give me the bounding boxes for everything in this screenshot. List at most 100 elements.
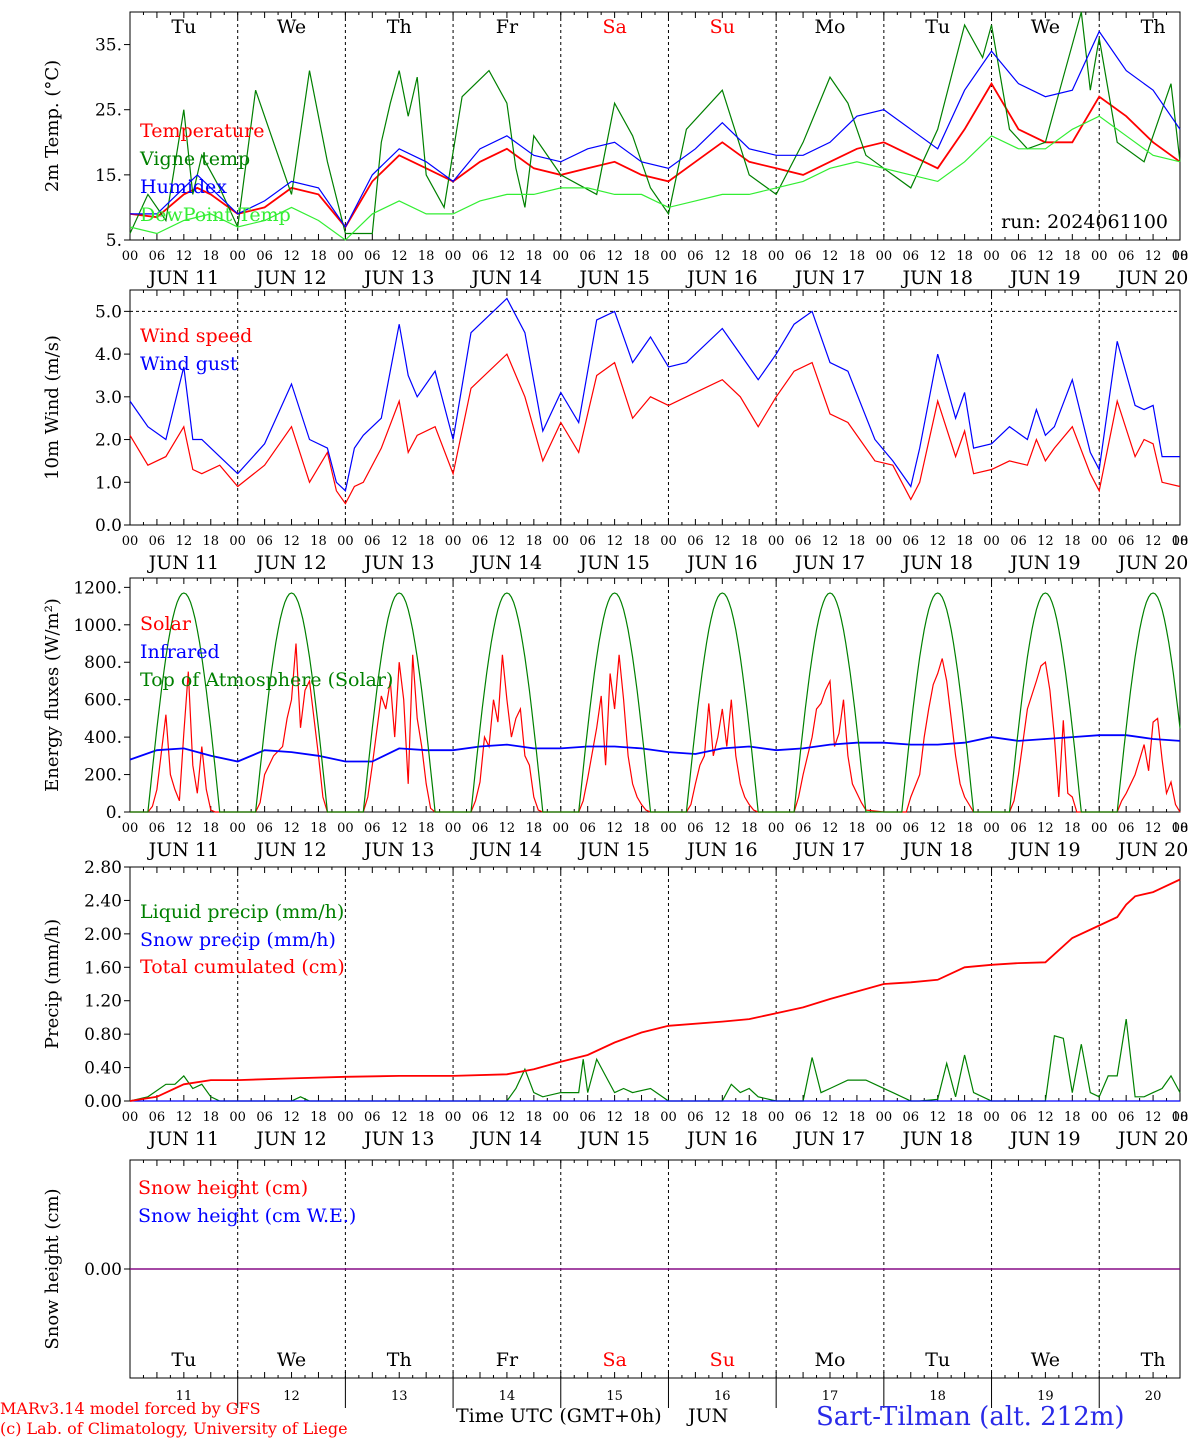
hour-tick-label: 06 [1118,534,1135,549]
day-number-label: 19 [1037,1389,1054,1404]
day-number-label: 12 [283,1389,300,1404]
hour-tick-label: 12 [822,249,839,264]
hour-tick-label: 18 [310,821,327,836]
date-label: JUN 17 [793,839,865,861]
hour-tick-label: 18 [633,1110,650,1125]
hour-tick-label: 00 [983,1110,1000,1125]
hour-tick-label: 00 [660,821,677,836]
hour-tick-label: 06 [472,1110,489,1125]
y-tick-label: 2.00 [84,925,122,945]
legend-entry: Snow height (cm) [138,1177,308,1199]
hour-tick-label: 06 [687,821,704,836]
hour-tick-label: 06 [472,249,489,264]
hour-tick-label: 12 [1145,1110,1162,1125]
y-tick-label: 1200. [73,578,122,598]
hour-tick-label: 12 [176,821,193,836]
hour-tick-label: 12 [714,821,731,836]
date-label: JUN 14 [470,267,542,289]
y-tick-label: 35. [95,36,122,56]
hour-tick-label: 00 [552,534,569,549]
legend-entry: Temperature [140,120,264,142]
hour-tick-label: 00 [1091,821,1108,836]
series-line-solar [130,643,1181,813]
hour-tick-label: 18 [633,249,650,264]
hour-tick-label: 00 [337,1110,354,1125]
weekday-label: Th [1141,16,1166,38]
hour-tick-label: 06 [364,1110,381,1125]
hour-tick-label: 06 [795,821,812,836]
weekday-label: Sa [602,1349,626,1371]
hour-tick-label: 00 [1172,1110,1189,1125]
hour-tick-label: 12 [391,534,408,549]
hour-tick-label: 12 [929,534,946,549]
hour-tick-label: 12 [606,821,623,836]
date-label: JUN 20 [1116,267,1188,289]
hour-tick-label: 18 [202,821,219,836]
hour-tick-label: 12 [499,534,516,549]
time-axis-label: Time UTC (GMT+0h) [456,1405,662,1427]
y-tick-label: 200. [84,766,122,786]
weekday-label: Mo [815,16,846,38]
legend-entry: Liquid precip (mm/h) [140,901,344,923]
hour-tick-label: 06 [1010,1110,1027,1125]
date-label: JUN 12 [254,839,326,861]
series-line-total-cumulated-cm- [129,878,1181,1102]
y-tick-label: 5.0 [95,302,122,322]
hour-tick-label: 18 [1172,534,1189,549]
hour-tick-label: 12 [606,534,623,549]
legend-entry: Infrared [140,641,220,663]
hour-tick-label: 00 [1091,249,1108,264]
weekday-label: Tu [925,16,950,38]
date-label: JUN 18 [900,267,972,289]
hour-tick-label: 00 [876,821,893,836]
y-tick-label: 0. [106,803,122,823]
date-label: JUN 20 [1116,839,1188,861]
hour-tick-label: 06 [1118,249,1135,264]
hour-tick-label: 12 [929,249,946,264]
hour-tick-label: 12 [1037,821,1054,836]
hour-tick-label: 00 [1091,1110,1108,1125]
hour-tick-label: 18 [849,249,866,264]
hour-tick-label: 00 [660,1110,677,1125]
hour-tick-label: 12 [391,821,408,836]
hour-tick-label: 12 [1145,534,1162,549]
hour-tick-label: 00 [445,821,462,836]
day-number-label: 20 [1145,1389,1162,1404]
date-label: JUN 15 [577,267,649,289]
hour-tick-label: 12 [822,821,839,836]
date-label: JUN 17 [793,552,865,574]
weekday-label: Tu [171,16,196,38]
date-label: JUN 19 [1008,839,1080,861]
hour-tick-label: 18 [849,821,866,836]
hour-tick-label: 18 [633,821,650,836]
date-label: JUN 20 [1116,552,1188,574]
hour-tick-label: 12 [283,821,300,836]
date-label: JUN 13 [362,1128,434,1150]
y-tick-label: 5. [106,231,122,251]
y-tick-label: 0.00 [84,1092,122,1112]
hour-tick-label: 12 [929,1110,946,1125]
hour-tick-label: 06 [149,1110,166,1125]
hour-tick-label: 12 [822,534,839,549]
hour-tick-label: 18 [741,249,758,264]
hour-tick-label: 06 [902,249,919,264]
day-number-label: 18 [929,1389,946,1404]
hour-tick-label: 00 [122,1110,139,1125]
legend-entry: Humidex [140,176,227,198]
y-tick-label: 25. [95,101,122,121]
weekday-label: Th [387,16,412,38]
hour-tick-label: 06 [687,534,704,549]
y-tick-label: 0.40 [84,1059,122,1079]
hour-tick-label: 06 [364,821,381,836]
hour-tick-label: 18 [526,1110,543,1125]
hour-tick-label: 00 [983,249,1000,264]
hour-tick-label: 12 [176,249,193,264]
hour-tick-label: 06 [256,249,273,264]
date-label: JUN 16 [685,839,757,861]
weekday-label: Su [710,16,735,38]
date-label: JUN 12 [254,1128,326,1150]
hour-tick-label: 00 [1172,821,1189,836]
weekday-label: Th [387,1349,412,1371]
hour-tick-label: 00 [552,249,569,264]
series-line-temperature [129,81,1181,229]
